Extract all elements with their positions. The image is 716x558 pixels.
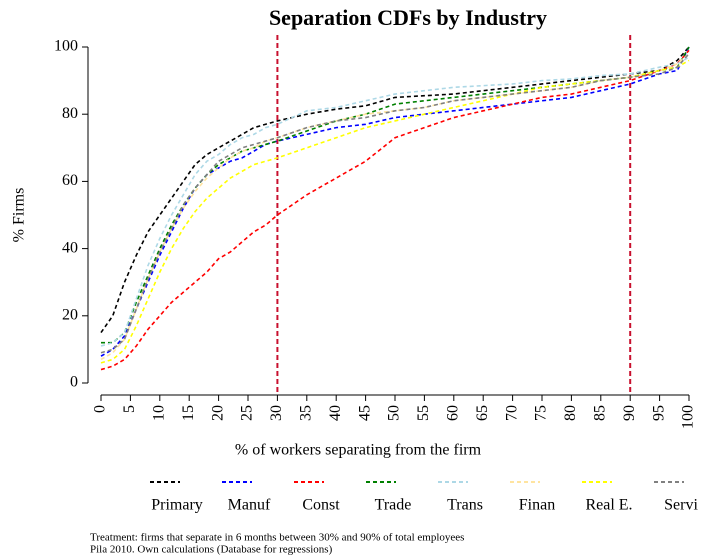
series-line — [100, 53, 690, 361]
series-line — [100, 46, 690, 357]
y-tick-label: 80 — [62, 105, 78, 122]
x-tick-label: 100 — [680, 405, 697, 429]
x-tick-label: 20 — [209, 405, 226, 421]
footnote: Treatment: firms that separate in 6 mont… — [90, 532, 464, 544]
x-tick-label: 50 — [386, 405, 403, 421]
x-tick-label: 60 — [444, 405, 461, 421]
x-tick-label: 30 — [268, 405, 285, 421]
footnote: Pila 2010. Own calculations (Database fo… — [90, 544, 333, 556]
x-tick-label: 25 — [239, 405, 256, 421]
legend-label: Servi — [664, 497, 698, 514]
y-tick-label: 0 — [70, 374, 78, 391]
x-tick-label: 0 — [92, 405, 109, 413]
chart-title: Separation CDFs by Industry — [269, 5, 547, 30]
x-tick-label: 45 — [356, 405, 373, 421]
x-tick-label: 75 — [533, 405, 550, 421]
y-tick-label: 20 — [62, 306, 78, 323]
x-tick-label: 10 — [150, 405, 167, 421]
legend-label: Const — [302, 497, 340, 514]
y-axis-label: % Firms — [11, 188, 28, 243]
series-line — [100, 56, 690, 347]
legend-label: Trade — [375, 497, 412, 514]
legend-label: Trans — [447, 497, 483, 514]
x-tick-label: 80 — [562, 405, 579, 421]
y-tick-label: 40 — [62, 239, 78, 256]
x-tick-label: 15 — [180, 405, 197, 421]
y-tick-label: 60 — [62, 172, 78, 189]
series-line — [100, 59, 690, 364]
legend-label: Manuf — [228, 497, 271, 514]
x-tick-label: 65 — [474, 405, 491, 421]
y-tick-label: 100 — [54, 38, 78, 55]
legend-label: Real E. — [585, 497, 632, 514]
x-tick-label: 5 — [121, 405, 138, 413]
x-tick-label: 40 — [327, 405, 344, 421]
x-tick-label: 90 — [621, 405, 638, 421]
x-tick-label: 70 — [503, 405, 520, 421]
series-line — [100, 53, 690, 354]
legend-label: Primary — [151, 497, 203, 514]
x-tick-label: 95 — [650, 405, 667, 421]
x-tick-label: 55 — [415, 405, 432, 421]
x-axis-label: % of workers separating from the firm — [235, 442, 482, 459]
series-line — [100, 46, 690, 334]
legend-label: Finan — [519, 497, 555, 514]
series-line — [100, 49, 690, 371]
x-tick-label: 85 — [591, 405, 608, 421]
x-tick-label: 35 — [297, 405, 314, 421]
